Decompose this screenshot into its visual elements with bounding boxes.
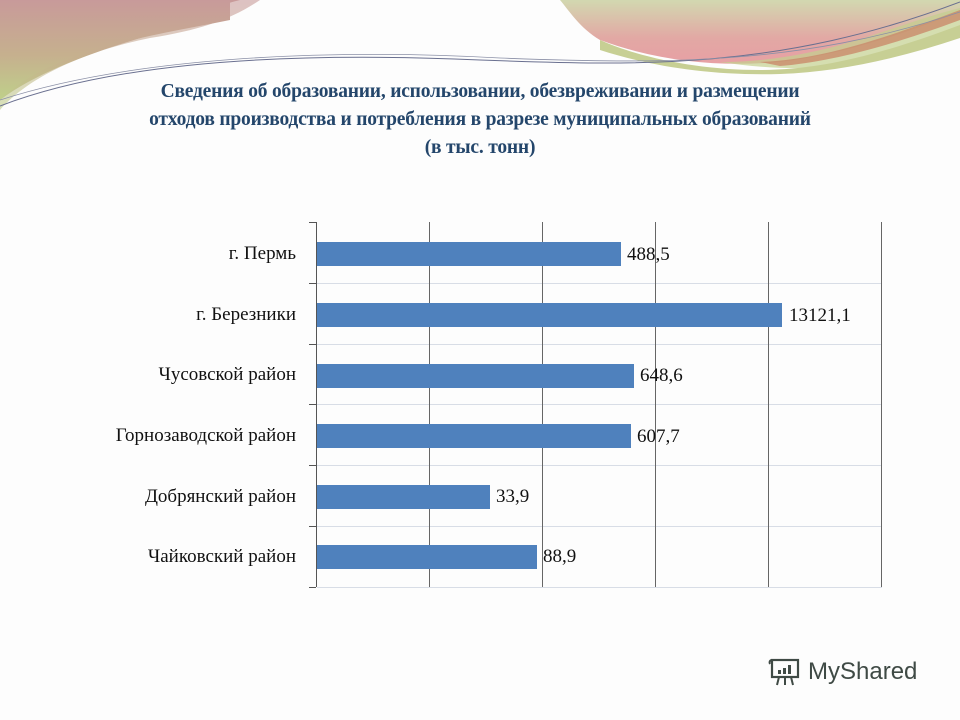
gridline-v — [429, 222, 430, 587]
value-label: 488,5 — [627, 244, 670, 265]
gridline-v — [881, 222, 882, 587]
title-line-3: (в тыс. тонн) — [424, 137, 536, 158]
axis-tick — [309, 222, 316, 223]
bar-gornozavodsk — [317, 424, 631, 448]
presentation-board-icon — [768, 658, 800, 686]
watermark-text: MyShared — [808, 658, 918, 685]
decorative-header-waves — [0, 0, 960, 120]
category-label: Чусовской район — [158, 364, 296, 385]
value-label: 88,9 — [543, 546, 577, 567]
gridline-h — [317, 587, 882, 588]
axis-tick — [309, 283, 316, 284]
gridline-h — [317, 404, 882, 405]
gridline-v — [542, 222, 543, 587]
slide-title: Сведения об образовании, использовании, … — [40, 78, 920, 162]
axis-tick — [309, 465, 316, 466]
bar-perm — [317, 242, 621, 266]
bar-chusovoy — [317, 364, 634, 388]
bar-chaikovsky — [317, 545, 537, 569]
title-line-1: Сведения об образовании, использовании, … — [160, 81, 800, 102]
gridline-h — [317, 283, 882, 284]
category-label: г. Березники — [196, 304, 296, 325]
gridline-h — [317, 526, 882, 527]
bar-berezniki — [317, 303, 782, 327]
category-label: Добрянский район — [144, 486, 296, 507]
gridline-v — [768, 222, 769, 587]
axis-tick — [309, 587, 316, 588]
title-line-2: отходов производства и потребления в раз… — [149, 109, 811, 130]
category-label: г. Пермь — [228, 243, 296, 264]
gridline-v — [655, 222, 656, 587]
gridline-h — [317, 344, 882, 345]
category-label: Чайковский район — [147, 546, 296, 567]
value-label: 648,6 — [640, 365, 683, 386]
value-label: 607,7 — [637, 426, 680, 447]
myshared-watermark: MyShared — [768, 656, 917, 688]
gridline-h — [317, 465, 882, 466]
axis-tick — [309, 526, 316, 527]
category-label: Горнозаводской район — [115, 425, 296, 446]
axis-tick — [309, 404, 316, 405]
axis-tick — [309, 344, 316, 345]
category-axis — [316, 222, 317, 587]
bar-dobryanka — [317, 485, 490, 509]
value-label: 13121,1 — [789, 305, 851, 326]
value-label: 33,9 — [496, 486, 530, 507]
